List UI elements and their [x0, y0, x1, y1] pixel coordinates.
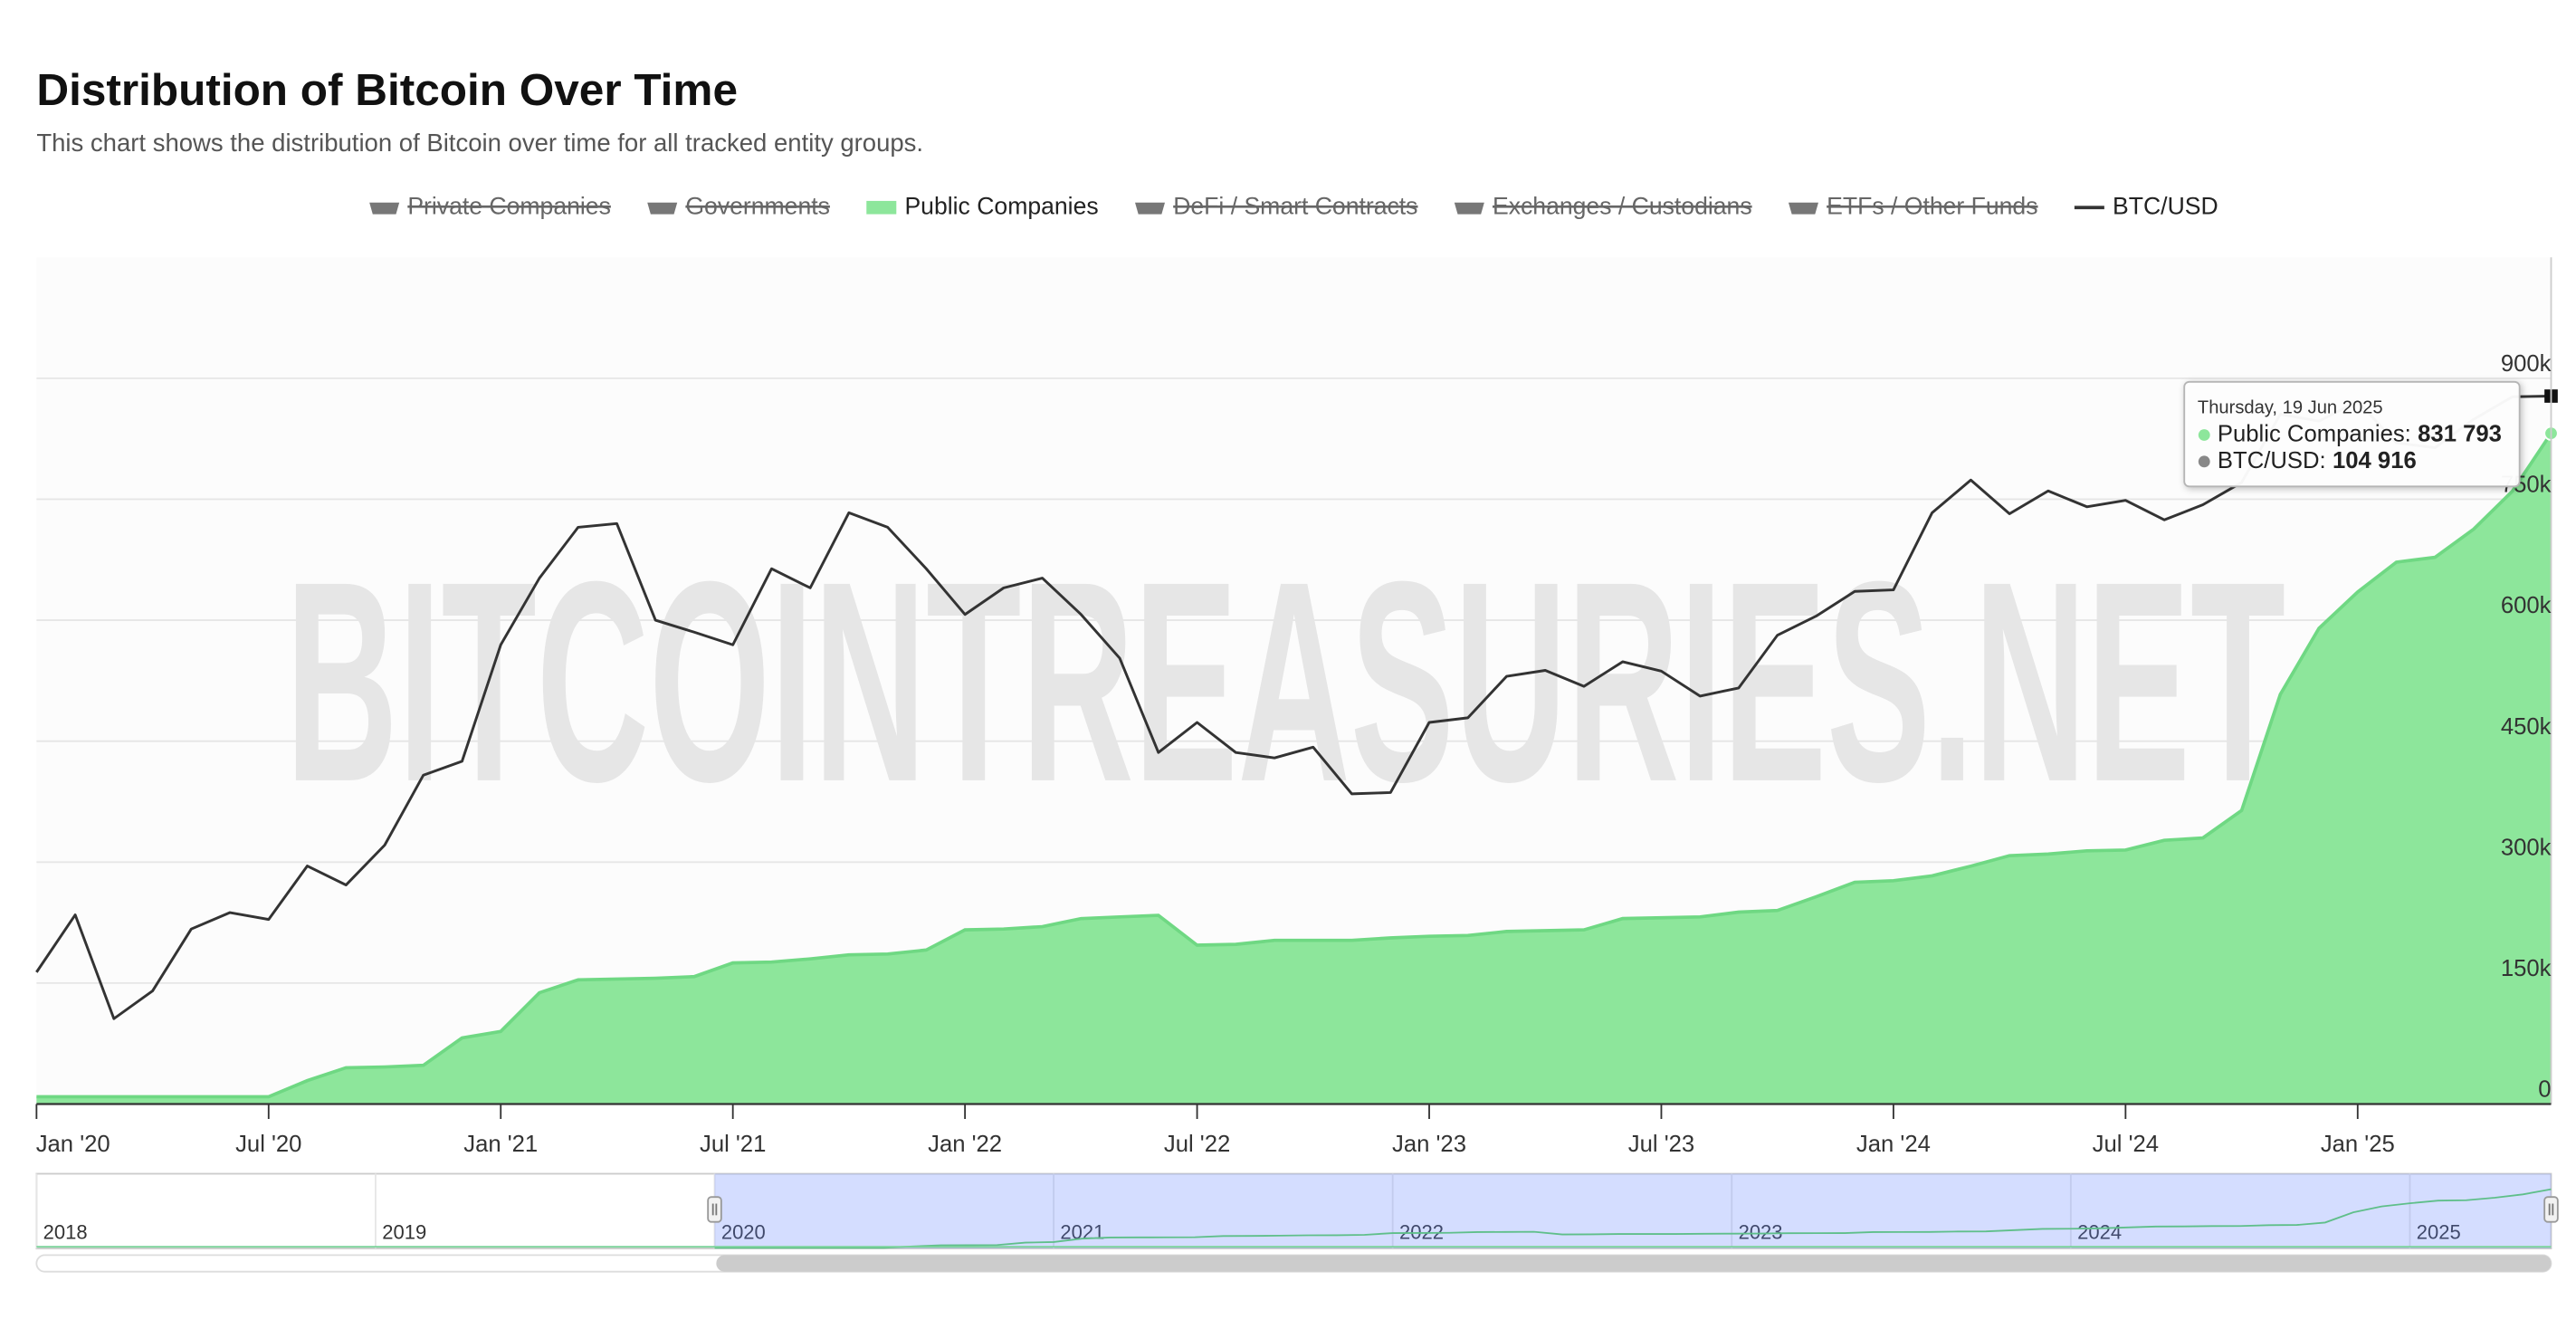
area-line	[36, 432, 2553, 1099]
navigator-tick-label: 2019	[382, 1220, 426, 1243]
legend-item: BTC/USD	[2074, 192, 2218, 219]
tooltip-date: Thursday, 19 Jun 2025	[2198, 397, 2383, 417]
legend-label: DeFi / Smart Contracts	[1173, 192, 1417, 219]
chart-title: Distribution of Bitcoin Over Time	[36, 65, 738, 115]
x-tick-label: Jan '21	[463, 1132, 538, 1157]
tooltip-row: BTC/USD: 104 916	[2218, 448, 2417, 473]
x-tick-label: Jan '22	[928, 1132, 1002, 1157]
area-fill	[36, 433, 2552, 1104]
tooltip-value: 104 916	[2333, 448, 2417, 473]
navigator-tick-label: 2020	[721, 1220, 766, 1243]
legend-item: Public Companies	[866, 192, 1099, 219]
x-tick-label: Jan '24	[1856, 1132, 1931, 1157]
tooltip-value: 831 793	[2418, 421, 2502, 446]
legend-label: Governments	[685, 192, 830, 219]
y-tick-label: 900k	[2501, 351, 2552, 377]
y-tick-label: 600k	[2501, 593, 2552, 618]
legend-symbol	[369, 202, 400, 215]
navigator-tick-label: 2022	[1399, 1220, 1444, 1243]
navigator-selection	[714, 1173, 2552, 1249]
legend-symbol	[1788, 202, 1818, 215]
tooltip-row: Public Companies: 831 793	[2218, 421, 2502, 446]
tooltip: Thursday, 19 Jun 2025 Public Companies: 8…	[2183, 380, 2521, 488]
navigator: 20182019202020212022202320242025	[35, 1172, 2559, 1273]
x-tick-label: Jan '25	[2321, 1132, 2395, 1157]
legend-item: Exchanges / Custodians	[1454, 192, 1752, 219]
y-tick-label: 450k	[2501, 714, 2552, 740]
legend-item: ETFs / Other Funds	[1788, 192, 2038, 219]
legend-label: Private Companies	[407, 192, 611, 219]
legend-item: Private Companies	[369, 192, 611, 219]
navigator-tick-label: 2018	[43, 1220, 88, 1243]
legend-label: Exchanges / Custodians	[1493, 192, 1752, 219]
tooltip-series: BTC/USD:	[2218, 448, 2326, 473]
navigator-handle	[2543, 1196, 2559, 1223]
navigator-handle	[707, 1196, 722, 1223]
y-tick-label: 0	[2538, 1077, 2551, 1103]
x-tick-label: Jul '21	[700, 1132, 766, 1157]
y-tick-label: 150k	[2501, 956, 2552, 981]
x-tick-label: Jan '20	[36, 1132, 110, 1157]
tooltip-dot	[2198, 455, 2210, 468]
navigator-tick-label: 2024	[2077, 1220, 2122, 1243]
price-line	[35, 395, 2552, 1020]
x-tick-label: Jul '23	[1628, 1132, 1694, 1157]
legend-symbol	[1135, 202, 1166, 215]
navigator-tick-label: 2025	[2417, 1220, 2461, 1243]
chart-subtitle: This chart shows the distribution of Bit…	[36, 129, 923, 157]
plot-area: BITCOINTREASURIES.NET0150k300k450k600k75…	[35, 257, 2559, 1157]
x-tick-label: Jul '24	[2093, 1132, 2159, 1157]
x-tick-label: Jul '22	[1164, 1132, 1230, 1157]
watermark: BITCOINTREASURIES.NET	[285, 521, 2285, 841]
x-tick-label: Jan '23	[1392, 1132, 1466, 1157]
legend-label: BTC/USD	[2113, 192, 2218, 219]
navigator-tick-label: 2023	[1739, 1220, 1783, 1243]
legend-symbol	[866, 200, 897, 215]
legend-label: ETFs / Other Funds	[1827, 192, 2037, 219]
tooltip-dot	[2198, 429, 2210, 441]
legend-item: DeFi / Smart Contracts	[1135, 192, 1417, 219]
legend-label: Public Companies	[904, 192, 1098, 219]
y-tick-label: 300k	[2501, 835, 2552, 860]
navigator-line	[714, 1188, 2552, 1249]
tooltip-series: Public Companies:	[2218, 421, 2411, 446]
legend-item: Governments	[647, 192, 830, 219]
tooltip-box	[2183, 380, 2521, 488]
x-tick-label: Jul '20	[235, 1132, 301, 1157]
legend: Private Companies Governments Public Compa…	[369, 192, 2218, 219]
scrollbar-thumb	[716, 1255, 2552, 1272]
legend-symbol	[647, 202, 678, 215]
legend-symbol	[1454, 202, 1484, 215]
